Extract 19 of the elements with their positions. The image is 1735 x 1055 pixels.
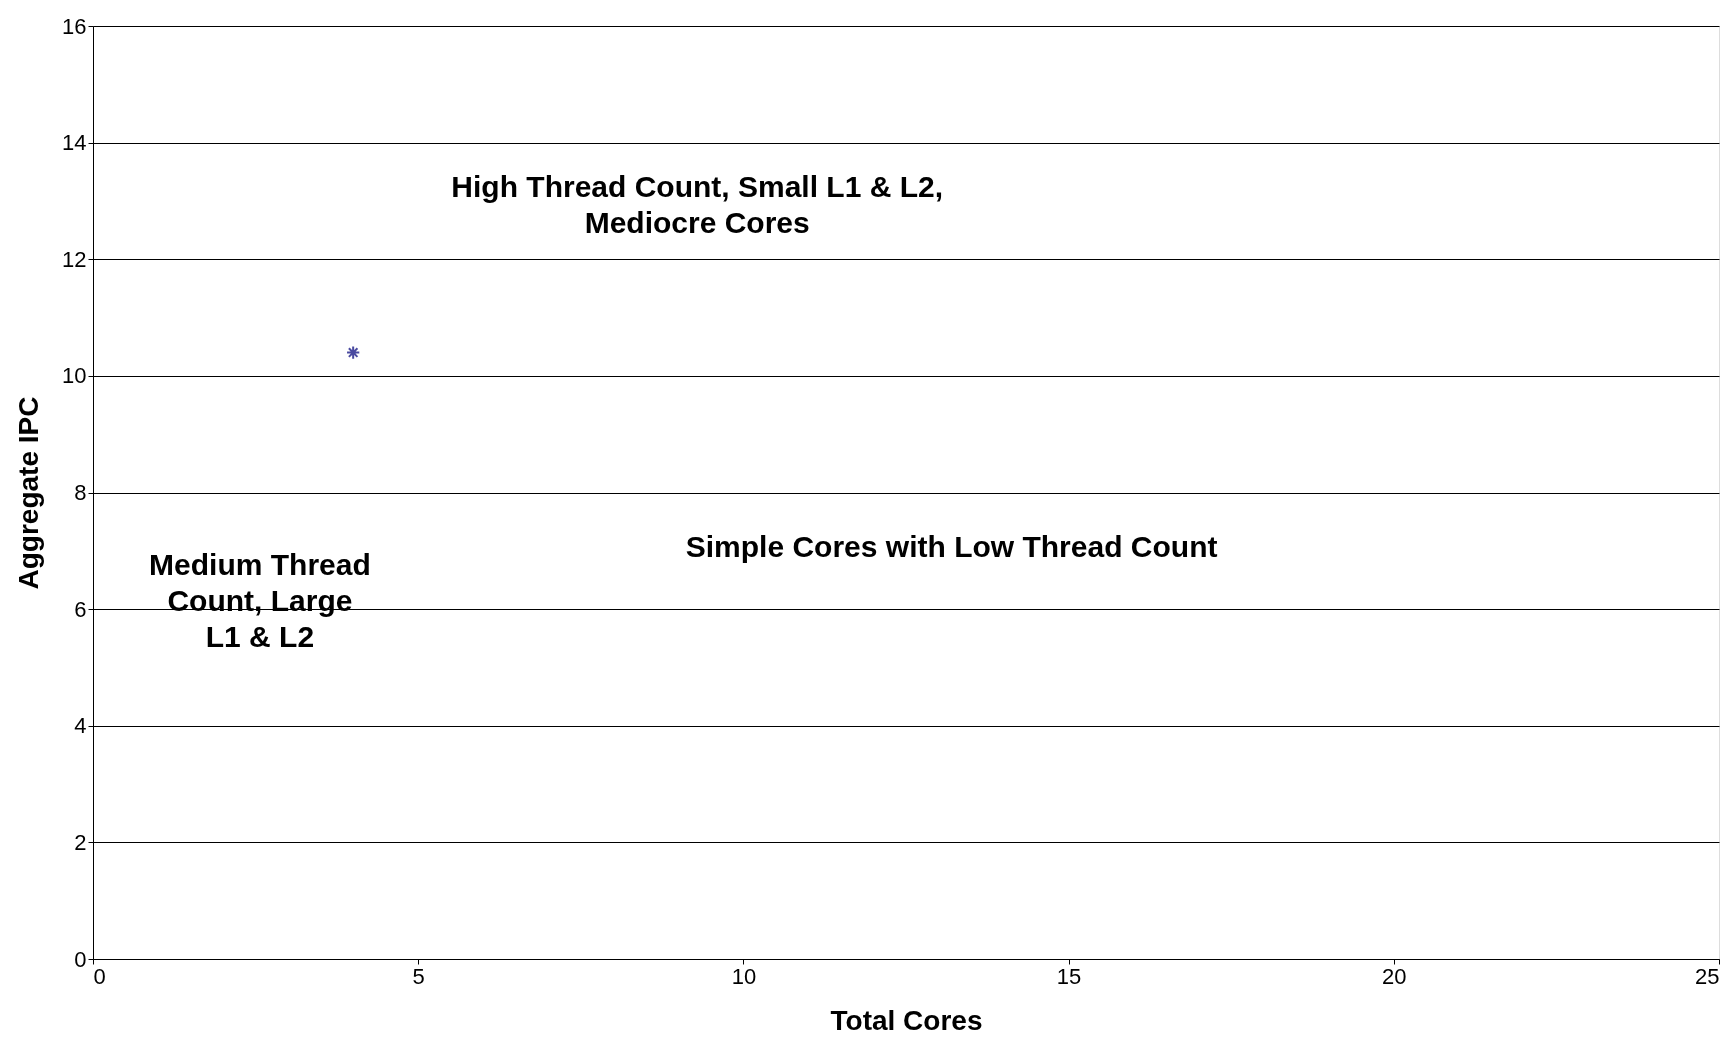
x-tick-label: 0 [93,963,106,989]
x-tick-label: 5 [412,963,425,989]
y-tick-label: 8 [74,480,87,505]
x-tick-label: 10 [731,963,757,989]
x-tick-label: 15 [1056,963,1082,989]
x-tick-label: 20 [1382,963,1407,989]
x-axis-title: Total Cores [830,1004,983,1036]
x-tick-label: 25 [1695,963,1720,989]
y-tick-label: 10 [62,363,87,389]
annotation: Simple Cores with Low Thread Count [685,530,1218,563]
y-tick-label: 2 [74,829,87,855]
y-tick-label: 12 [62,246,87,272]
y-tick-label: 14 [62,130,87,156]
y-axis-title: Aggregate IPC [13,396,45,590]
y-tick-label: 16 [62,13,87,39]
y-tick-label: 0 [74,946,87,972]
annotation: High Thread Count, Small L1 & L2, Mediocre Cores [451,170,944,239]
y-tick-label: 4 [74,713,87,739]
y-tick-label: 6 [74,596,87,622]
